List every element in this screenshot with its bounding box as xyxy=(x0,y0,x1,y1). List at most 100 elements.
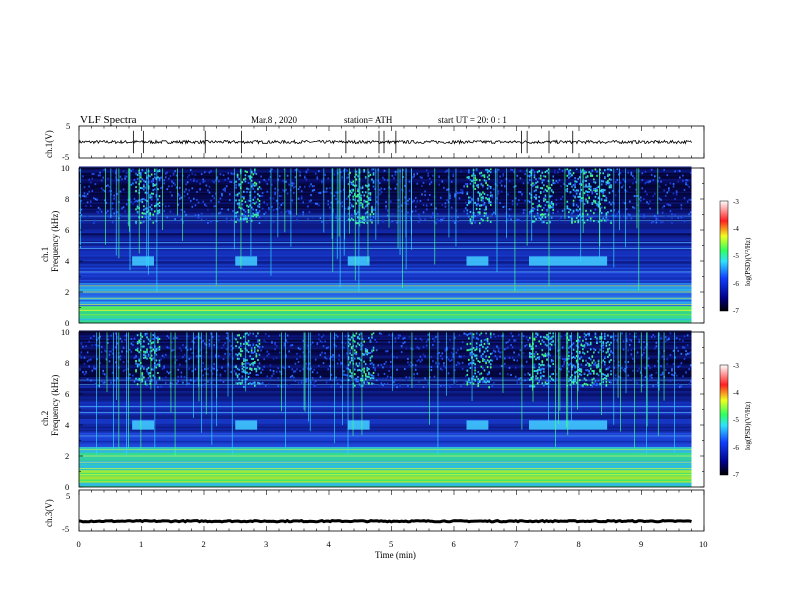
spec2-speck-228 xyxy=(155,359,158,362)
spec1-speck-1072 xyxy=(471,215,473,218)
spec2-speck-305 xyxy=(186,382,189,385)
spec1-speck-357 xyxy=(214,179,217,182)
spec1-speck-1038 xyxy=(466,212,469,215)
spec1-speck-1046 xyxy=(466,183,469,186)
spec2-speck-1017 xyxy=(455,364,458,367)
spec1-speck-1545 xyxy=(586,190,589,193)
spec1-speck-1239 xyxy=(521,219,523,222)
spec1-speck-553 xyxy=(266,190,269,193)
spec1-speck-612 xyxy=(297,169,300,172)
spec1-speck-1405 xyxy=(557,181,559,184)
spec2-speck-934 xyxy=(411,363,414,366)
spec1-speck-1225 xyxy=(513,221,515,224)
spec1-speck-29 xyxy=(93,172,95,175)
spec2-speck-376 xyxy=(224,352,226,355)
spec2-speck-585 xyxy=(283,344,286,347)
spec2-speck-37 xyxy=(97,384,100,387)
spec1-speck-1143 xyxy=(483,176,486,179)
spec2-speck-53 xyxy=(105,375,108,378)
spec1-speck-82 xyxy=(121,178,123,181)
spec2-speck-1308 xyxy=(538,379,540,382)
spec2-speck-1121 xyxy=(480,343,483,346)
spec2-speck-409 xyxy=(236,354,239,357)
spec2-speck-1418 xyxy=(563,363,565,366)
spec1-speck-973 xyxy=(432,212,434,215)
spec1-speck-951 xyxy=(421,176,423,179)
spec2-speck-242 xyxy=(157,337,159,340)
spec1-speck-1020 xyxy=(457,215,459,218)
spec1-speck-1113 xyxy=(479,208,481,211)
spec1-speck-732 xyxy=(350,183,353,186)
spec1-speck-544 xyxy=(261,191,264,194)
spec2-row-92 xyxy=(79,342,692,345)
spec2-speck-839 xyxy=(369,356,372,359)
spec2-speck-1405 xyxy=(557,349,559,352)
spec2-speck-1584 xyxy=(594,349,597,352)
spec2-speck-1194 xyxy=(497,350,500,353)
spec1-speck-1791 xyxy=(668,187,670,190)
spec2-speck-923 xyxy=(405,379,408,382)
spec1-speck-694 xyxy=(339,190,342,193)
spec2-speck-1808 xyxy=(675,346,678,349)
spec1-speck-621 xyxy=(302,213,305,216)
spec2-speck-1785 xyxy=(664,336,667,339)
spec2-speck-1597 xyxy=(596,382,598,385)
spec1-speck-1234 xyxy=(518,190,520,193)
spec2-speck-156 xyxy=(143,350,145,353)
spec2-speck-911 xyxy=(399,334,401,337)
spec1-speck-68 xyxy=(113,197,115,200)
spec1-speck-1438 xyxy=(568,207,570,210)
spec2-speck-322 xyxy=(196,377,198,380)
spec1-speck-1045 xyxy=(466,185,469,188)
spec1-speck-452 xyxy=(244,180,247,183)
spec1-speck-1485 xyxy=(577,177,580,180)
spec1-speck-116 xyxy=(135,172,137,175)
spec1-speck-1194 xyxy=(497,168,500,171)
spec1-speck-148 xyxy=(141,198,144,201)
spec2-speck-701 xyxy=(343,346,345,349)
spec2-speck-1184 xyxy=(491,359,494,362)
spec2-speck-1816 xyxy=(680,352,683,355)
spec1-speck-481 xyxy=(249,194,251,197)
spec1-speck-325 xyxy=(197,201,200,204)
spec1-speck-1571 xyxy=(591,169,594,172)
spec2-speck-553 xyxy=(266,354,269,357)
spec1-speck-785 xyxy=(360,194,362,197)
spec1-speck-1062 xyxy=(469,210,472,213)
spec2-speck-1779 xyxy=(661,355,664,358)
spec2-speck-1107 xyxy=(477,378,480,381)
spec2-speck-920 xyxy=(404,336,406,339)
spec2-speck-921 xyxy=(405,376,408,379)
spec2-speck-1666 xyxy=(608,347,611,350)
spec1-speck-796 xyxy=(361,206,364,209)
spec2-speck-361 xyxy=(216,369,219,372)
spec2-speck-793 xyxy=(361,384,364,387)
spec1-speck-686 xyxy=(335,216,337,219)
spec1-row-81 xyxy=(79,195,692,198)
spec1-speck-928 xyxy=(408,180,411,183)
spec1-speck-279 xyxy=(174,218,176,221)
spec1-speck-400 xyxy=(235,194,237,197)
x-tick-label-3: 3 xyxy=(264,539,268,549)
spec1-speck-1424 xyxy=(566,205,569,208)
spec1-speck-929 xyxy=(408,197,411,200)
spec2-speck-173 xyxy=(146,336,148,339)
spec2-row-60 xyxy=(79,392,692,395)
spec2-speck-41 xyxy=(99,335,101,338)
spec2-speck-716 xyxy=(347,368,350,371)
spec2-speck-758 xyxy=(355,363,358,366)
spec2-speck-257 xyxy=(161,367,164,370)
spec1-speck-1022 xyxy=(457,191,459,194)
spec2-speck-98 xyxy=(129,373,131,376)
spec2-speck-629 xyxy=(305,378,308,381)
spec2-speck-109 xyxy=(135,370,137,373)
spec1-speck-695 xyxy=(339,202,342,205)
spec1-speck-656 xyxy=(319,217,322,220)
spec1-speck-356 xyxy=(213,181,215,184)
spec2-speck-1265 xyxy=(530,345,533,348)
spec2-speck-1558 xyxy=(589,338,592,341)
spec1-speck-1366 xyxy=(547,168,550,171)
spec1-speck-464 xyxy=(246,191,248,194)
spec2-speck-1428 xyxy=(566,373,569,376)
spec1-row-29 xyxy=(79,276,692,279)
